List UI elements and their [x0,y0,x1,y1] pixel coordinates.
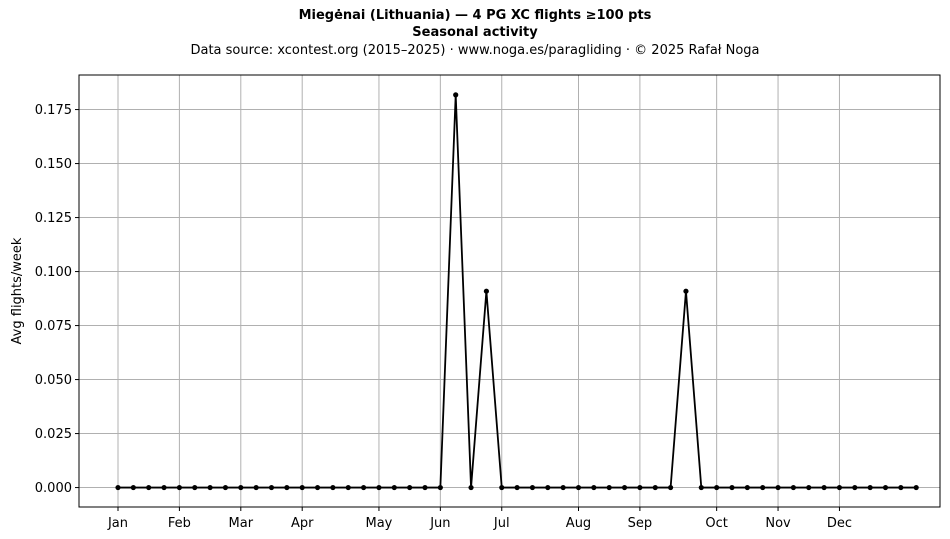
data-point [161,484,167,491]
data-point [836,484,843,491]
data-point [652,484,658,491]
data-point [483,288,489,294]
y-tick-label: 0.100 [35,265,72,280]
x-tick-label: Nov [765,516,791,531]
data-point [606,484,612,491]
data-point [806,484,812,491]
data-point [330,484,336,491]
data-point [668,484,674,491]
data-point [913,484,919,491]
data-point [499,484,505,491]
data-point [545,484,551,491]
y-axis: 0.000 0.025 0.050 0.075 0.100 0.125 0.150 0.175 [35,103,79,496]
data-point [453,92,459,98]
x-tick-label: Feb [168,516,191,531]
grid-lines [79,75,940,507]
data-point [130,484,136,491]
data-point [376,484,382,491]
x-tick-label: Sep [628,516,653,531]
data-point [744,484,750,491]
series-group [115,92,919,491]
data-point [775,484,781,491]
data-point [683,288,689,294]
data-point [238,484,244,491]
data-point [361,484,367,491]
data-point [407,484,413,491]
x-tick-label: Jul [493,516,510,531]
data-point [314,484,321,491]
data-point [514,484,520,491]
y-tick-label: 0.025 [35,427,72,442]
data-point [222,484,229,491]
source-note: Data source: xcontest.org (2015–2025) · … [190,43,760,58]
x-tick-label: May [366,516,393,531]
data-point [253,484,259,491]
data-point [621,484,628,491]
data-point [637,484,643,491]
data-point [468,484,474,491]
x-tick-label: Aug [566,516,591,531]
data-point [207,484,213,491]
data-point [714,484,720,491]
chart-subtitle: Seasonal activity [412,25,538,40]
x-axis: Jan Feb Mar Apr May Jun Jul Aug Sep Oct Nov Dec [107,507,852,531]
y-axis-label: Avg flights/week [10,237,25,344]
data-point [821,484,827,491]
x-tick-label: Apr [291,516,314,531]
data-point [760,484,766,491]
y-tick-label: 0.125 [35,211,72,226]
chart-title: Miegėnai (Lithuania) — 4 PG XC flights ≥… [298,8,652,23]
y-tick-label: 0.175 [35,103,72,118]
y-tick-label: 0.150 [35,157,72,172]
data-point [391,484,397,491]
data-point [422,484,428,491]
series-line [118,93,917,489]
data-point [882,484,889,491]
y-tick-label: 0.050 [35,373,72,388]
data-point [437,484,443,491]
data-point [729,484,735,491]
x-tick-label: Mar [229,516,254,531]
data-point [898,484,904,491]
y-tick-label: 0.075 [35,319,72,334]
x-tick-label: Dec [827,516,852,531]
data-point [591,484,597,491]
data-point [790,484,797,491]
y-tick-label: 0.000 [35,481,72,496]
data-point [698,484,704,491]
data-point [575,484,582,491]
data-point [867,484,873,491]
data-point [299,484,305,491]
data-point [115,484,121,491]
data-point [146,484,152,491]
data-point [268,484,275,491]
data-point [192,484,198,491]
data-point [529,484,536,491]
data-point [852,484,858,491]
data-point [176,484,182,491]
x-tick-label: Jan [107,516,128,531]
plot-frame [78,74,941,508]
x-tick-label: Jun [429,516,450,531]
x-tick-label: Oct [705,516,727,531]
data-point [560,484,566,491]
data-point [345,484,351,491]
data-point [284,484,290,491]
